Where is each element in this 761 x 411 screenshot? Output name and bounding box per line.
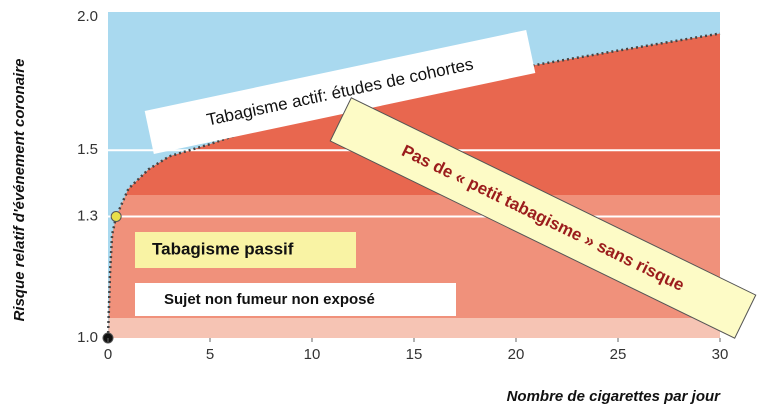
y-axis-label: Risque relatif d'événement coronaire bbox=[11, 59, 28, 322]
annotation-box bbox=[135, 283, 456, 316]
annotation-box bbox=[135, 232, 356, 268]
band-low bbox=[108, 318, 720, 338]
y-tick-label: 2.0 bbox=[77, 8, 98, 25]
annotation-nonfumeur: Sujet non fumeur non exposé bbox=[164, 291, 375, 308]
x-axis-label: Nombre de cigarettes par jour bbox=[507, 388, 722, 405]
x-tick-label: 15 bbox=[406, 346, 423, 363]
annotation-box bbox=[329, 97, 757, 339]
y-tick-label: 1.3 bbox=[77, 207, 98, 224]
x-tick-label: 20 bbox=[508, 346, 525, 363]
annotation-box bbox=[144, 29, 536, 155]
y-tick-label: 1.5 bbox=[77, 141, 98, 158]
annotation-passif: Tabagisme passif bbox=[152, 239, 294, 258]
x-tick-label: 5 bbox=[206, 346, 214, 363]
x-tick-label: 25 bbox=[610, 346, 627, 363]
risk-point bbox=[110, 210, 122, 222]
y-tick-label: 1.0 bbox=[77, 329, 98, 346]
x-tick-label: 10 bbox=[304, 346, 321, 363]
x-tick-label: 30 bbox=[712, 346, 729, 363]
x-tick-label: 0 bbox=[104, 346, 112, 363]
